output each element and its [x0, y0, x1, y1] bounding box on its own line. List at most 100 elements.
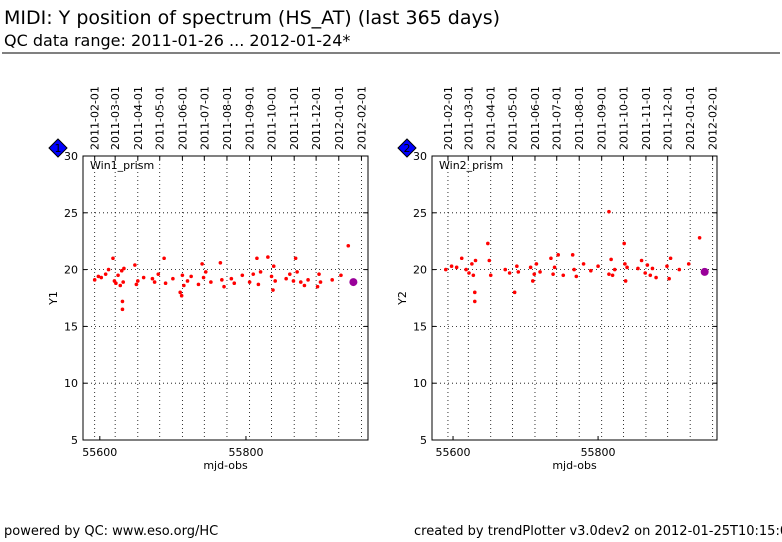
data-point [700, 267, 709, 276]
y-tick-label: 5 [420, 434, 427, 447]
data-point [330, 278, 334, 282]
data-point [686, 262, 691, 266]
panel-label: 2 [404, 142, 411, 155]
panel-label: 1 [55, 142, 62, 155]
annotation: Win1_prism [90, 159, 154, 172]
data-point [240, 273, 245, 278]
data-point [162, 256, 166, 261]
panel-marker [397, 138, 417, 158]
x2-tick-label: 2012-01-01 [684, 86, 697, 150]
data-point [122, 266, 126, 271]
footer-left: powered by QC: www.eso.org/HC [4, 524, 218, 539]
data-point [643, 271, 648, 275]
data-point [178, 290, 182, 295]
x2-tick-label: 2012-02-01 [355, 86, 368, 150]
data-point [185, 279, 190, 283]
data-point [622, 241, 626, 246]
data-point [574, 274, 579, 279]
data-point [607, 272, 611, 276]
plot-frame [431, 155, 718, 441]
x-axis-label: mjd-obs [203, 459, 248, 472]
footer-right: created by trendPlotter v3.0dev2 on 2012… [414, 524, 782, 539]
data-point [271, 264, 276, 268]
data-point [200, 262, 204, 266]
y-tick-label: 25 [413, 207, 427, 220]
x2-tick-label: 2011-06-01 [529, 86, 542, 150]
data-point [645, 263, 650, 267]
data-point [318, 280, 323, 284]
data-point [118, 283, 123, 288]
x-tick-label: 55800 [581, 446, 616, 459]
data-point [256, 282, 261, 287]
data-point [459, 256, 464, 261]
y-tick-label: 20 [64, 264, 78, 277]
data-point [449, 264, 454, 268]
data-point [538, 270, 542, 274]
annotation: Win2_prism [439, 159, 503, 172]
x-tick-label: 55600 [436, 446, 471, 459]
data-point [99, 275, 104, 280]
data-point [668, 256, 673, 261]
data-point [220, 278, 224, 282]
data-point [570, 253, 575, 257]
data-point [454, 265, 459, 270]
data-point [156, 272, 161, 276]
data-point [120, 299, 125, 304]
data-point [623, 279, 628, 283]
data-point [120, 307, 125, 312]
x2-tick-label: 2012-01-01 [333, 86, 346, 150]
data-point [269, 274, 274, 279]
y-tick-label: 30 [413, 150, 427, 163]
data-point [516, 270, 521, 274]
data-point [271, 288, 275, 292]
plot-frame [82, 155, 369, 441]
data-point [141, 275, 146, 280]
data-point [561, 273, 566, 278]
data-point [119, 268, 124, 273]
data-point [654, 275, 658, 280]
data-point [295, 270, 299, 274]
data-point [96, 274, 101, 279]
data-point [152, 280, 157, 284]
data-point [247, 280, 252, 284]
y-tick-label: 10 [413, 377, 427, 390]
data-point [596, 264, 600, 268]
data-point [528, 265, 533, 270]
data-point [639, 258, 644, 263]
data-point [222, 284, 226, 289]
data-point [612, 267, 617, 272]
data-point [133, 263, 137, 267]
data-point [106, 267, 111, 272]
y-axis-label: Y2 [396, 291, 409, 306]
data-point [609, 257, 613, 262]
x-axis-label: mjd-obs [552, 459, 597, 472]
x-tick-label: 55600 [82, 446, 117, 459]
x2-tick-label: 2011-11-01 [640, 86, 653, 150]
data-point [648, 273, 653, 278]
data-point [572, 267, 576, 272]
data-point [179, 293, 184, 298]
data-point [512, 290, 517, 295]
y-tick-label: 5 [71, 434, 78, 447]
data-point [549, 256, 553, 261]
data-point [288, 272, 292, 276]
y-tick-label: 25 [64, 207, 78, 220]
data-point [218, 260, 223, 265]
data-point [209, 280, 213, 284]
data-point [302, 283, 307, 288]
data-point [610, 273, 615, 278]
data-point [471, 273, 476, 278]
data-point [473, 258, 478, 263]
data-point [111, 256, 115, 261]
data-point [258, 270, 263, 274]
y-tick-label: 15 [413, 320, 427, 333]
data-point [581, 262, 586, 266]
x2-tick-label: 2011-09-01 [596, 86, 609, 150]
data-point [472, 290, 477, 295]
x2-tick-label: 2012-02-01 [707, 86, 720, 150]
data-point [551, 272, 555, 276]
x2-tick-label: 2011-03-01 [109, 86, 122, 150]
data-point [515, 264, 519, 268]
x2-tick-label: 2011-06-01 [176, 86, 189, 150]
